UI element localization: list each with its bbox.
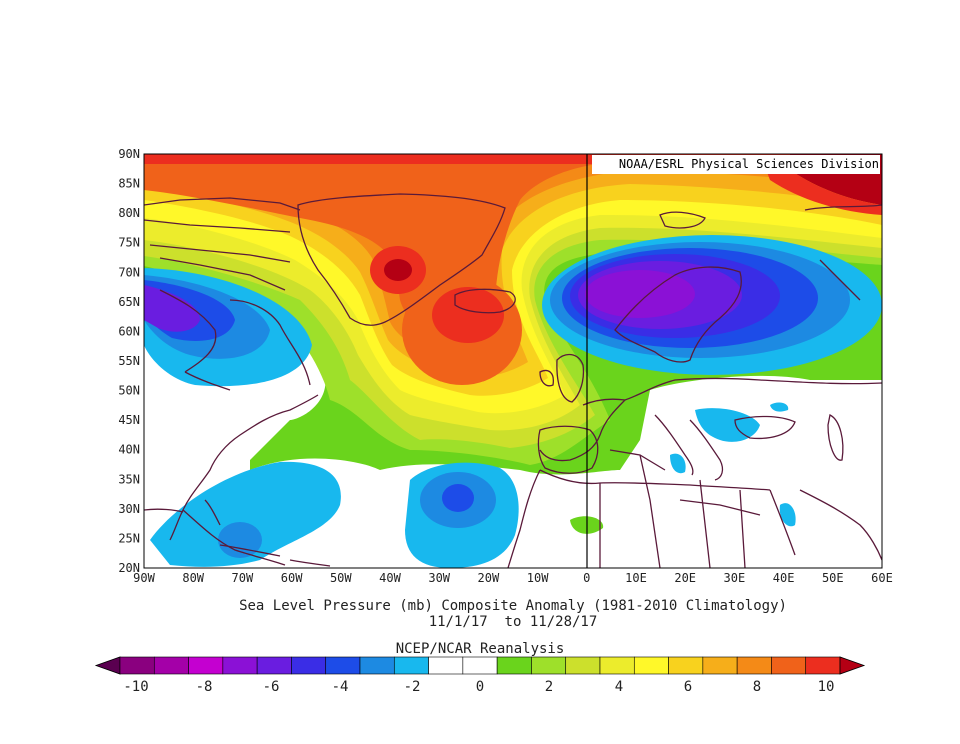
longitude-label: 10W <box>527 571 549 585</box>
colorbar-tick-label: -10 <box>123 679 148 695</box>
colorbar-swatch <box>805 656 841 675</box>
figure-title-line2: 11/1/17 to 11/28/17 <box>429 614 598 630</box>
longitude-label: 40W <box>379 571 401 585</box>
colorbar-low-end <box>94 656 121 675</box>
colorbar-tick-label: -2 <box>404 679 421 695</box>
colorbar-swatch <box>119 656 155 675</box>
colorbar-swatch <box>393 656 429 675</box>
colorbar-swatch <box>188 656 224 675</box>
colorbar-tick-label: 6 <box>684 679 692 695</box>
credit-box <box>592 155 880 174</box>
colorbar-swatch <box>771 656 807 675</box>
latitude-label: 40N <box>118 443 140 457</box>
longitude-label: 30E <box>724 571 746 585</box>
high-core-iceland <box>432 287 504 343</box>
colorbar-swatch <box>428 656 464 675</box>
colorbar-swatch <box>359 656 395 675</box>
colorbar-swatch <box>462 656 498 675</box>
anomaly-field <box>144 154 882 568</box>
high-arctic-northeast-rim <box>760 154 882 215</box>
low-red-sea <box>779 503 796 527</box>
colorbar-tick-label: 8 <box>753 679 761 695</box>
longitude-label: 10E <box>625 571 647 585</box>
latitude-labels: 90N 85N 80N 75N 70N 65N 60N 55N 50N 45N 40N 35N 30N 2… <box>118 147 140 575</box>
colorbar-labels: -10 -8 -6 -4 -2 0 2 4 6 8 10 <box>123 679 834 695</box>
low-mediterranean <box>695 408 760 442</box>
colorbar-tick-label: 2 <box>545 679 553 695</box>
longitude-label: 20E <box>674 571 696 585</box>
anomaly-10to11 <box>144 154 882 339</box>
longitude-label: 20W <box>478 571 500 585</box>
latitude-label: 25N <box>118 531 140 545</box>
colorbar-swatch <box>153 656 189 675</box>
longitude-labels: 90W 80W 70W 60W 50W 40W 30W 20W 10W 0 10E 20E 30E 40E… <box>133 571 893 585</box>
low-east-med <box>670 453 686 474</box>
longitude-label: 60W <box>281 571 303 585</box>
top-strip <box>144 154 882 164</box>
low-baltic-blob <box>770 402 789 412</box>
low-scandinavia <box>542 235 882 375</box>
credit-label: NOAA/ESRL Physical Sciences Division <box>619 157 879 171</box>
latitude-label: 50N <box>118 384 140 398</box>
colorbar-swatch <box>291 656 327 675</box>
longitude-label: 70W <box>232 571 254 585</box>
map-frame <box>143 153 883 569</box>
colorbar-swatch <box>222 656 258 675</box>
colorbar-swatch <box>668 656 704 675</box>
colorbar-tick-label: -4 <box>332 679 349 695</box>
longitude-label: 80W <box>182 571 204 585</box>
colorbar-swatch <box>599 656 635 675</box>
colorbar-tick-label: -6 <box>263 679 280 695</box>
latitude-label: 45N <box>118 413 140 427</box>
colorbar <box>94 656 866 675</box>
colorbar-tick-label: 4 <box>615 679 623 695</box>
colorbar-swatch <box>702 656 738 675</box>
colorbar-tick-label: 0 <box>476 679 484 695</box>
colorbar-swatch <box>565 656 601 675</box>
colorbar-title: NCEP/NCAR Reanalysis <box>396 641 565 657</box>
latitude-label: 70N <box>118 265 140 279</box>
colorbar-swatch <box>256 656 292 675</box>
longitude-label: 30W <box>428 571 450 585</box>
high-core-greenland <box>384 259 412 281</box>
colorbar-swatch <box>633 656 669 675</box>
figure-title-line1: Sea Level Pressure (mb) Composite Anomal… <box>239 598 787 614</box>
latitude-label: 20N <box>118 561 140 575</box>
colorbar-high-end <box>839 656 866 675</box>
latitude-label: 60N <box>118 324 140 338</box>
colorbar-swatch <box>496 656 532 675</box>
colorbar-tick-label: -8 <box>196 679 213 695</box>
latitude-label: 65N <box>118 295 140 309</box>
latitude-label: 85N <box>118 177 140 191</box>
longitude-label: 90W <box>133 571 155 585</box>
coastlines <box>144 193 882 568</box>
latitude-label: 80N <box>118 206 140 220</box>
colorbar-tick-label: 10 <box>818 679 835 695</box>
latitude-label: 90N <box>118 147 140 161</box>
colorbar-swatch <box>736 656 772 675</box>
latitude-label: 55N <box>118 354 140 368</box>
latitude-label: 35N <box>118 472 140 486</box>
low-caribbean <box>150 461 341 567</box>
colorbar-swatch <box>325 656 361 675</box>
longitude-label: 60E <box>871 571 893 585</box>
longitude-label: 50E <box>822 571 844 585</box>
latitude-label: 30N <box>118 502 140 516</box>
longitude-label: 0 <box>583 571 590 585</box>
longitude-label: 40E <box>773 571 795 585</box>
low-central-atlantic <box>405 462 519 568</box>
colorbar-swatch <box>531 656 567 675</box>
longitude-label: 50W <box>330 571 352 585</box>
latitude-label: 75N <box>118 236 140 250</box>
